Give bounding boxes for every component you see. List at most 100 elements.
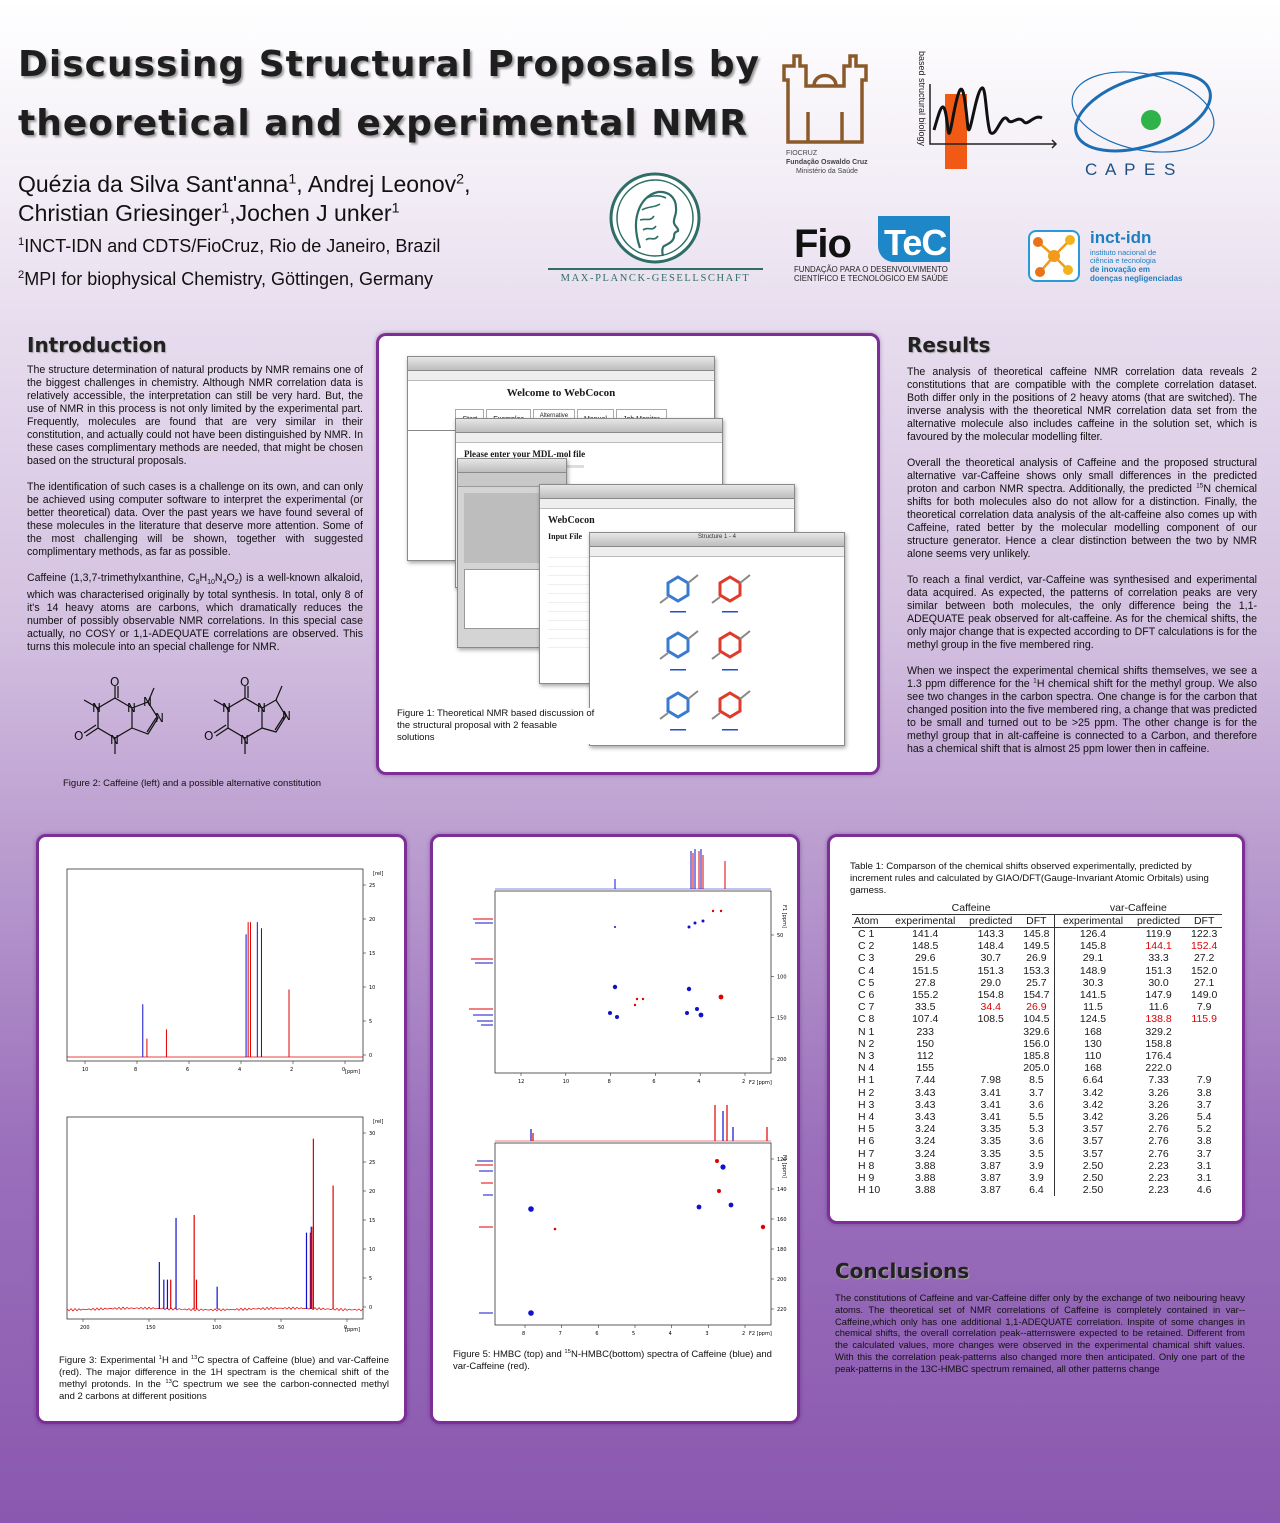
shift-cell: 148.9 bbox=[1054, 964, 1131, 977]
results-paragraph-1: The analysis of theoretical caffeine NMR… bbox=[907, 366, 1257, 443]
atom-cell: N 4 bbox=[858, 1062, 875, 1075]
shift-cell: 3.87 bbox=[980, 1172, 1001, 1185]
table-row: H 4 3.43 3.41 5.5 3.42 3.26 5.4 bbox=[852, 1111, 1222, 1124]
shift-cell: 119.9 bbox=[1145, 928, 1172, 940]
shift-cell: 27.1 bbox=[1193, 976, 1215, 989]
input-file-heading: Input File bbox=[548, 532, 583, 541]
inct-network-icon bbox=[1033, 235, 1075, 277]
shift-cell: 30.7 bbox=[980, 952, 1001, 965]
shift-cell: 3.6 bbox=[1029, 1135, 1044, 1148]
atom-cell: H 2 bbox=[858, 1086, 875, 1099]
y-tick-label: 150 bbox=[777, 1016, 787, 1022]
cross-peak bbox=[687, 925, 691, 929]
shift-cell: 3.9 bbox=[1029, 1159, 1044, 1172]
shift-cell: 141.4 bbox=[912, 928, 939, 940]
y-tick-label: 200 bbox=[777, 1277, 787, 1283]
cross-peak bbox=[717, 1189, 721, 1193]
shift-cell: 130 bbox=[1054, 1037, 1131, 1051]
shift-cell bbox=[1186, 1050, 1222, 1062]
svg-text:O: O bbox=[204, 729, 213, 743]
shift-cell: 2.50 bbox=[1054, 1184, 1131, 1197]
x-tick-label: 2 bbox=[742, 1079, 745, 1085]
y-tick-label: 25 bbox=[369, 1160, 375, 1166]
cross-peak bbox=[553, 1227, 557, 1231]
cross-peak bbox=[612, 984, 618, 990]
shift-cell: 6.4 bbox=[1029, 1184, 1044, 1197]
x-tick-label: 4 bbox=[697, 1079, 700, 1085]
carbon-y-unit: [rel] bbox=[373, 1119, 383, 1125]
cross-peak bbox=[728, 1202, 734, 1208]
x-tick-label: 4 bbox=[669, 1331, 672, 1337]
shift-cell bbox=[1186, 1026, 1222, 1038]
x-tick-label: 2 bbox=[742, 1331, 745, 1337]
shift-cell: 222.0 bbox=[1145, 1062, 1172, 1075]
shift-cell: 148.5 bbox=[912, 940, 939, 953]
shift-cell: 152.4 bbox=[1191, 940, 1218, 953]
x-tick-label: 6 bbox=[652, 1079, 655, 1085]
introduction-paragraph-1: The structure determination of natural p… bbox=[27, 364, 363, 467]
shift-cell: 153.3 bbox=[1023, 964, 1050, 977]
atom-cell: C 7 bbox=[858, 1001, 875, 1014]
shift-cell: 115.9 bbox=[1191, 1013, 1217, 1026]
shift-cell: 3.43 bbox=[915, 1098, 936, 1111]
atom-cell: N 3 bbox=[858, 1050, 875, 1063]
shift-cell: 3.24 bbox=[915, 1135, 936, 1148]
y-tick-label: 5 bbox=[369, 1019, 372, 1025]
atom-cell: C 3 bbox=[858, 952, 875, 965]
fiotec-logo: Fio TeC FUNDAÇÃO PARA O DESENVOLVIMENTO … bbox=[794, 216, 964, 286]
x-tick-label: 6 bbox=[595, 1331, 598, 1337]
shift-cell: 3.41 bbox=[980, 1086, 1001, 1099]
shift-cell: 33.3 bbox=[1148, 952, 1169, 965]
x-tick-label: 7 bbox=[559, 1331, 562, 1337]
atom-cell: C 1 bbox=[858, 928, 875, 940]
shift-cell: 3.87 bbox=[980, 1184, 1001, 1197]
max-planck-logo: MAX-PLANCK-GESELLSCHAFT bbox=[548, 166, 763, 288]
svg-text:N: N bbox=[92, 701, 101, 715]
cross-peak bbox=[635, 997, 639, 1001]
carbon-y-axis-ticks: 30 25 20 15 10 5 0 bbox=[363, 1131, 375, 1311]
shift-cell: 148.4 bbox=[977, 940, 1004, 953]
shift-cell: 155.2 bbox=[912, 989, 939, 1002]
shift-cell: 3.41 bbox=[980, 1098, 1001, 1111]
cross-peak bbox=[615, 1015, 619, 1019]
shift-cell: 2.23 bbox=[1148, 1172, 1169, 1185]
x-tick-label: 8 bbox=[522, 1331, 525, 1337]
shift-cell: 3.43 bbox=[915, 1111, 936, 1124]
shift-cell: 122.3 bbox=[1191, 928, 1218, 940]
molecule-3d-models bbox=[659, 574, 751, 731]
shift-cell: 2.50 bbox=[1054, 1172, 1131, 1185]
shift-cell: 152.0 bbox=[1191, 964, 1218, 977]
shift-cell: 7.9 bbox=[1196, 1074, 1212, 1087]
n-hmbc-f1-projection bbox=[475, 1160, 493, 1314]
shift-cell: 3.24 bbox=[915, 1123, 936, 1136]
fiocruz-logo: FIOCRUZ Fundação Oswaldo Cruz Ministério… bbox=[780, 46, 890, 186]
author-1: Quézia da Silva Sant'anna bbox=[18, 171, 289, 197]
atom-cell: H 9 bbox=[858, 1172, 875, 1185]
shift-cell: 3.57 bbox=[1054, 1123, 1131, 1136]
x-tick-label: 8 bbox=[608, 1079, 611, 1085]
webcocon-input-title: WebCocon bbox=[548, 515, 595, 526]
table-row: H 8 3.88 3.87 3.9 2.50 2.23 3.1 bbox=[852, 1159, 1222, 1173]
shift-cell: 2.76 bbox=[1148, 1123, 1169, 1136]
shift-cell: 3.8 bbox=[1196, 1135, 1212, 1148]
cross-peak bbox=[695, 1007, 699, 1011]
shift-cell: 30.3 bbox=[1054, 976, 1131, 990]
proton-x-axis-ticks: 10 8 6 4 2 0 bbox=[82, 1061, 346, 1073]
y-tick-label: 10 bbox=[369, 985, 375, 991]
y-tick-label: 180 bbox=[777, 1247, 787, 1253]
capes-orbit-icon bbox=[1071, 71, 1215, 153]
y-tick-label: 200 bbox=[777, 1057, 787, 1063]
shift-cell: 149.5 bbox=[1023, 940, 1050, 953]
shift-cell: 8.5 bbox=[1029, 1074, 1044, 1087]
shift-cell: 3.1 bbox=[1196, 1172, 1212, 1185]
shift-cell: 144.1 bbox=[1145, 940, 1172, 953]
y-tick-label: 220 bbox=[777, 1307, 787, 1313]
mdl-file-title: Please enter your MDL-mol file bbox=[464, 449, 586, 459]
shift-cell: 7.9 bbox=[1196, 1001, 1212, 1014]
webcocon-welcome-title: Welcome to WebCocon bbox=[506, 387, 616, 399]
proton-y-unit: [rel] bbox=[373, 871, 383, 877]
shift-cell: 138.8 bbox=[1145, 1013, 1172, 1026]
y-tick-label: 50 bbox=[777, 933, 783, 939]
